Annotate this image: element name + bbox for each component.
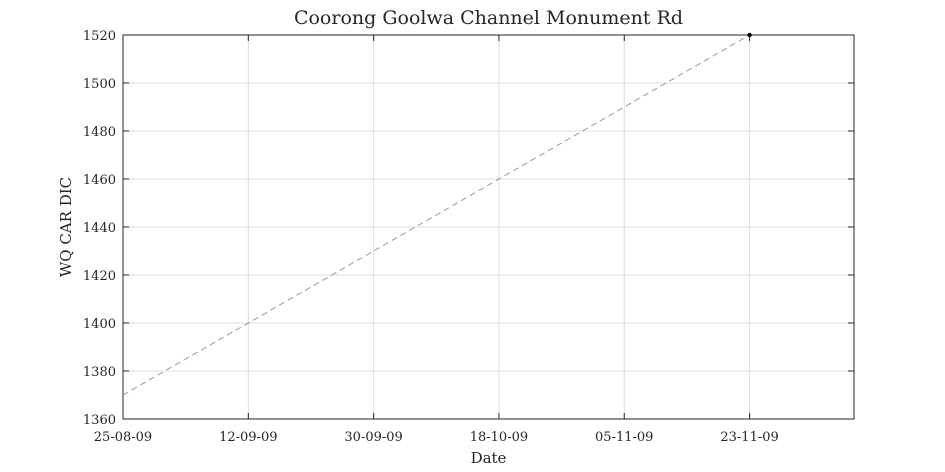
chart-title: Coorong Goolwa Channel Monument Rd [294,7,683,29]
x-tick-label: 05-11-09 [595,430,653,445]
axis-ticks: 25-08-09 12-09-09 30-09-09 18-10-09 05-11-09… [83,29,854,445]
x-axis-label: Date [471,449,507,467]
series [122,32,752,396]
y-tick-label: 1400 [83,317,116,332]
x-tick-label: 12-09-09 [219,430,277,445]
series-line [122,34,750,396]
x-tick-label: 23-11-09 [720,430,778,445]
data-point [747,32,752,38]
grid-lines [122,34,854,420]
x-tick-label: 30-09-09 [344,430,402,445]
y-tick-label: 1500 [83,77,116,92]
y-tick-label: 1460 [83,173,116,188]
y-axis-label: WQ CAR DIC [57,177,75,277]
x-tick-label: 25-08-09 [94,430,152,445]
y-tick-label: 1420 [83,269,116,284]
y-tick-label: 1380 [83,365,116,380]
x-tick-label: 18-10-09 [470,430,528,445]
y-tick-label: 1520 [83,29,116,44]
y-tick-label: 1440 [83,221,116,236]
y-tick-label: 1480 [83,125,116,140]
y-tick-label: 1360 [83,413,116,428]
